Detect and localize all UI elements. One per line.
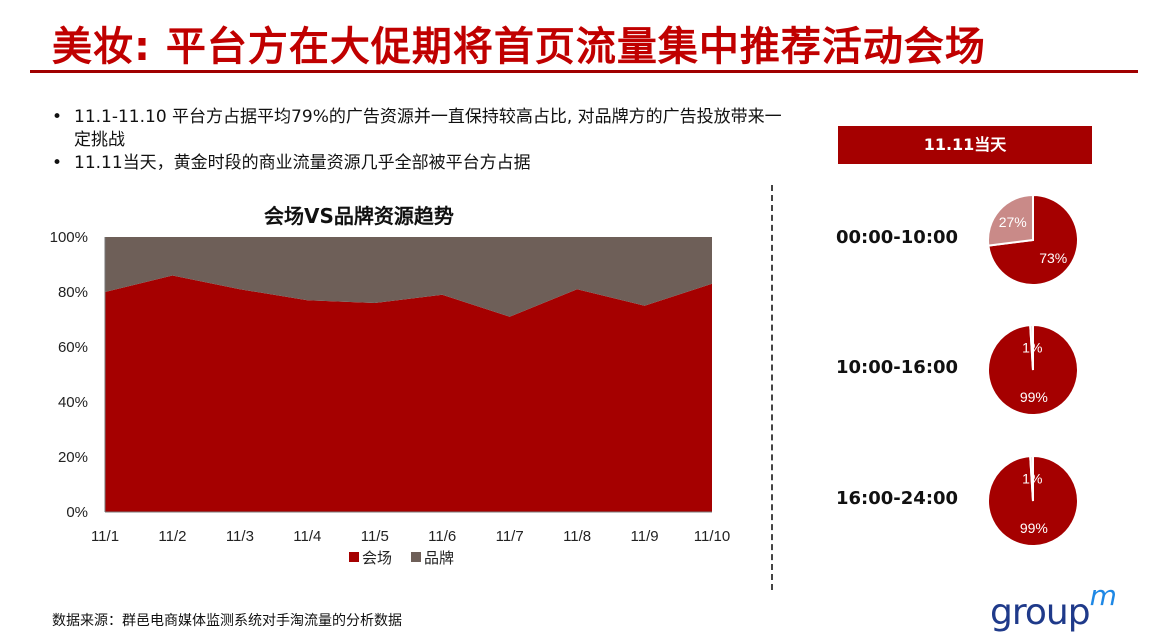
- bullet-item: 11.1-11.10 平台方占据平均79%的广告资源并一直保持较高占比, 对品牌…: [52, 106, 782, 152]
- pie-slice: [1029, 323, 1034, 371]
- y-tick-label: 100%: [50, 229, 88, 246]
- pie-chart-evening: 99% 1%: [987, 454, 1079, 547]
- bullet-item: 11.11当天，黄金时段的商业流量资源几乎全部被平台方占据: [52, 152, 782, 175]
- y-tick-label: 0%: [66, 504, 88, 521]
- x-tick-label: 11/8: [563, 528, 591, 545]
- legend-swatch: [411, 552, 421, 562]
- pie-slice-label: 99%: [1020, 389, 1048, 405]
- pie-slice: [1029, 454, 1034, 502]
- logo-text: group: [990, 592, 1091, 633]
- dashed-divider: [771, 185, 773, 590]
- y-tick-label: 60%: [58, 339, 88, 356]
- area-chart-title: 会场VS品牌资源趋势: [264, 204, 454, 228]
- x-tick-label: 11/5: [361, 528, 389, 545]
- x-tick-label: 11/7: [496, 528, 524, 545]
- data-source-note: 数据来源：群邑电商媒体监测系统对手淘流量的分析数据: [52, 613, 402, 629]
- legend-label: 品牌: [424, 549, 454, 567]
- logo-mark: m: [1089, 579, 1117, 612]
- y-tick-label: 40%: [58, 394, 88, 411]
- slide-title: 美妆: 平台方在大促期将首页流量集中推荐活动会场: [52, 24, 986, 70]
- time-slot-label: 16:00-24:00: [836, 488, 959, 509]
- pie-slice-label: 1%: [1022, 471, 1042, 487]
- pie-chart-midday: 99% 1%: [987, 323, 1079, 416]
- groupm-logo: groupm: [990, 579, 1117, 633]
- day-banner: 11.11当天: [838, 126, 1092, 164]
- pie-chart-morning: 73% 27%: [987, 193, 1079, 286]
- area-series-brand: [105, 237, 712, 317]
- bullet-list: 11.1-11.10 平台方占据平均79%的广告资源并一直保持较高占比, 对品牌…: [52, 106, 782, 175]
- legend-label: 会场: [362, 549, 392, 567]
- title-underline: [30, 70, 1138, 73]
- x-tick-label: 11/6: [428, 528, 456, 545]
- x-tick-label: 11/3: [226, 528, 254, 545]
- y-tick-label: 80%: [58, 284, 88, 301]
- time-slot-label: 00:00-10:00: [836, 227, 959, 248]
- area-series-venue: [105, 275, 712, 512]
- pie-slice-label: 73%: [1039, 250, 1067, 266]
- time-slot-label: 10:00-16:00: [836, 357, 959, 378]
- y-tick-label: 20%: [58, 449, 88, 466]
- x-tick-label: 11/9: [631, 528, 659, 545]
- area-chart: 0% 20% 40% 60% 80% 100% 11/1 11/2 11/3 11/4 11/5 11…: [50, 229, 731, 567]
- pie-slice-label: 1%: [1022, 340, 1042, 356]
- pie-slice-label: 99%: [1020, 520, 1048, 536]
- legend-swatch: [349, 552, 359, 562]
- x-tick-label: 11/10: [694, 528, 730, 545]
- pie-slice: [987, 193, 1034, 247]
- x-tick-label: 11/4: [293, 528, 321, 545]
- x-tick-label: 11/2: [158, 528, 186, 545]
- x-tick-label: 11/1: [91, 528, 119, 545]
- pie-slice-label: 27%: [999, 214, 1027, 230]
